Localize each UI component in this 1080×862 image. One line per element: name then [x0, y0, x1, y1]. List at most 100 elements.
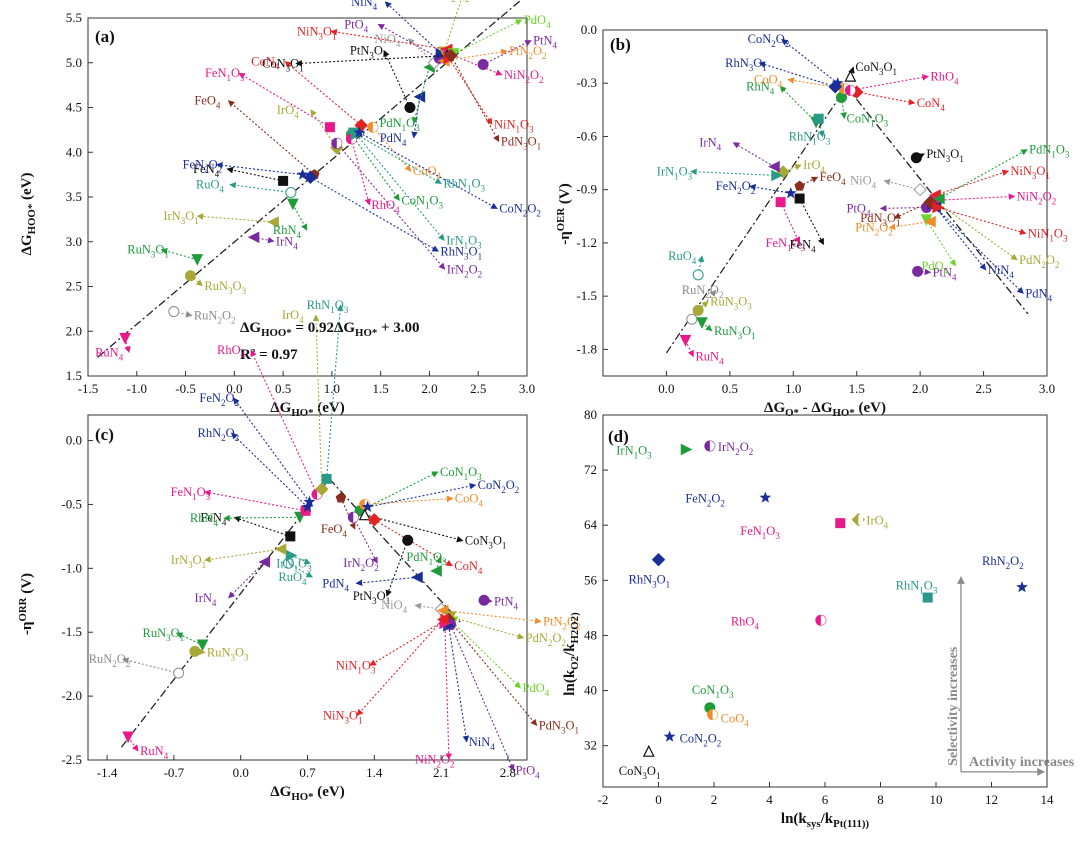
arrow-IrN3O1 [196, 213, 274, 223]
arrow-RuN4 [684, 340, 694, 358]
point-label-PdO4: PdO4 [523, 681, 550, 698]
x-tick-label: 2.0 [912, 381, 928, 396]
marker-FeN4 [285, 531, 296, 542]
arrow-IrO4 [782, 164, 802, 173]
arrow-RhO4 [350, 138, 372, 206]
arrow-RhN3O1 [758, 61, 836, 88]
marker-half-IrN2O2 [353, 512, 359, 523]
x-tick-label: 0.0 [233, 765, 249, 780]
arrow-IrN4 [253, 236, 275, 244]
point-label-FeN1O3: FeN1O3 [766, 236, 806, 253]
point-label-NiN3O1: NiN3O1 [323, 708, 363, 725]
arrow-NiN1O3 [937, 206, 1027, 235]
arrow-FeO4 [799, 176, 819, 187]
arrow-PdO4 [452, 621, 522, 689]
x-tick-label: 1.4 [366, 765, 383, 780]
arrow-PdN1O3 [938, 149, 1028, 200]
point-label-RuO4: RuO4 [278, 570, 307, 587]
point-label-FeN1O3: FeN1O3 [205, 66, 245, 83]
point-label-FeN2O2: FeN2O2 [685, 492, 725, 509]
marker-PtN3O1 [404, 102, 416, 113]
arrow-NiN1O3 [448, 57, 493, 125]
marker-half-CoO4 [372, 122, 378, 133]
arrow-RhN1O3 [818, 118, 825, 138]
marker-RhN3O1 [303, 170, 318, 185]
y-tick-label: -1.5 [576, 288, 597, 303]
marker-RuN3O1 [196, 639, 209, 652]
point-label-NiN3O1: NiN3O1 [297, 24, 337, 41]
arrow-PdO4 [453, 19, 523, 55]
marker-CoN2O2 [663, 730, 676, 742]
point-label-FeN4: FeN4 [790, 238, 817, 255]
point-label-RhN1O3: RhN1O3 [896, 579, 938, 596]
arrow-RhN1O3 [326, 304, 344, 479]
point-label-PdN4: PdN4 [322, 576, 349, 593]
marker-PdN1O3 [430, 565, 442, 577]
point-label-RhN1O3: RhN1O3 [307, 298, 349, 315]
marker-CoN2O2 [353, 126, 366, 138]
x-tick-label: 14 [1041, 792, 1055, 807]
marker-FeN1O3 [835, 518, 846, 529]
x-tick-label: 0.7 [299, 765, 316, 780]
marker-RhN1O3 [922, 592, 933, 603]
point-label-NiO4: NiO4 [374, 32, 401, 49]
panel-letter: (d) [608, 427, 629, 446]
arrow-CoN4 [374, 519, 453, 567]
panel-letter: (a) [95, 27, 115, 46]
marker-IrN1O3 [680, 443, 693, 456]
marker-FeO4 [335, 492, 347, 503]
marker-NiN3O1 [436, 613, 449, 626]
arrow-PdN2O2 [938, 203, 1018, 261]
arrow-IrN1O3 [690, 168, 777, 177]
arrow-NiN2O2 [448, 53, 503, 76]
marker-PdN4 [411, 571, 423, 584]
arrow-RuN2O2 [173, 311, 193, 318]
arrow-IrN1O3 [291, 555, 311, 565]
marker-PtN2O2 [924, 215, 936, 228]
arrow-RuO4 [697, 255, 705, 275]
marker-FeO4 [794, 180, 805, 191]
point-label-CoN3O1: CoN3O1 [855, 60, 897, 77]
point-label-RhO4: RhO4 [930, 69, 959, 86]
point-label-NiN4: NiN4 [351, 0, 378, 12]
marker-NiN1O3 [932, 201, 945, 214]
arrow-RuN3O3 [190, 275, 203, 287]
y-tick-label: 32 [584, 738, 597, 753]
point-label-RhN3O1: RhN3O1 [725, 56, 767, 73]
marker-PdN3O1 [444, 48, 458, 63]
point-label-PtN4: PtN4 [494, 594, 518, 611]
x-tick-label: -0.7 [164, 765, 185, 780]
point-label-CoO4: CoO4 [721, 712, 750, 729]
y-tick-label: -0.6 [576, 128, 597, 143]
marker-RuN3O3 [184, 270, 196, 282]
marker-CoN4 [367, 513, 382, 527]
point-label-RhO4: RhO4 [217, 343, 246, 360]
point-label-RhO4: RhO4 [371, 198, 400, 215]
arrow-IrN2O2 [352, 516, 378, 564]
arrow-PdN4 [355, 576, 418, 586]
arrow-RhN1O3 [353, 132, 442, 185]
point-label-PdN4: PdN4 [1025, 286, 1052, 303]
point-label-RhN1O3: RhN1O3 [789, 130, 831, 147]
x-tick-label: 10 [930, 792, 943, 807]
marker-RhN2O2 [301, 500, 314, 513]
marker-RuN2O2 [168, 306, 180, 318]
arrow-NiN4 [448, 625, 470, 743]
marker-IrN3O1 [274, 543, 287, 555]
x-axis-label: ΔGO* - ΔGHO* (eV) [764, 400, 886, 419]
arrow-PtN2O2 [442, 609, 542, 625]
point-label-IrN3O1: IrN3O1 [171, 553, 206, 570]
point-label-RhN4: RhN4 [746, 79, 775, 96]
point-label-PdN2O2: PdN2O2 [429, 0, 469, 4]
arrow-NiN3O1 [356, 619, 444, 716]
point-label-RuN3O3: RuN3O3 [204, 279, 246, 296]
point-label-NiN2O2: NiN2O2 [1017, 189, 1057, 206]
point-label-IrN3O1: IrN3O1 [163, 209, 198, 226]
arrow-PdN3O1 [450, 55, 500, 143]
point-label-RuN3O3: RuN3O3 [207, 645, 249, 662]
fit-equation: ΔGHOO* = 0.92ΔGHO* + 3.00 [240, 320, 420, 339]
point-label-CoO4: CoO4 [455, 491, 484, 508]
point-label-CoN1O3: CoN1O3 [846, 111, 888, 128]
arrow-PdN1O3 [411, 67, 430, 124]
